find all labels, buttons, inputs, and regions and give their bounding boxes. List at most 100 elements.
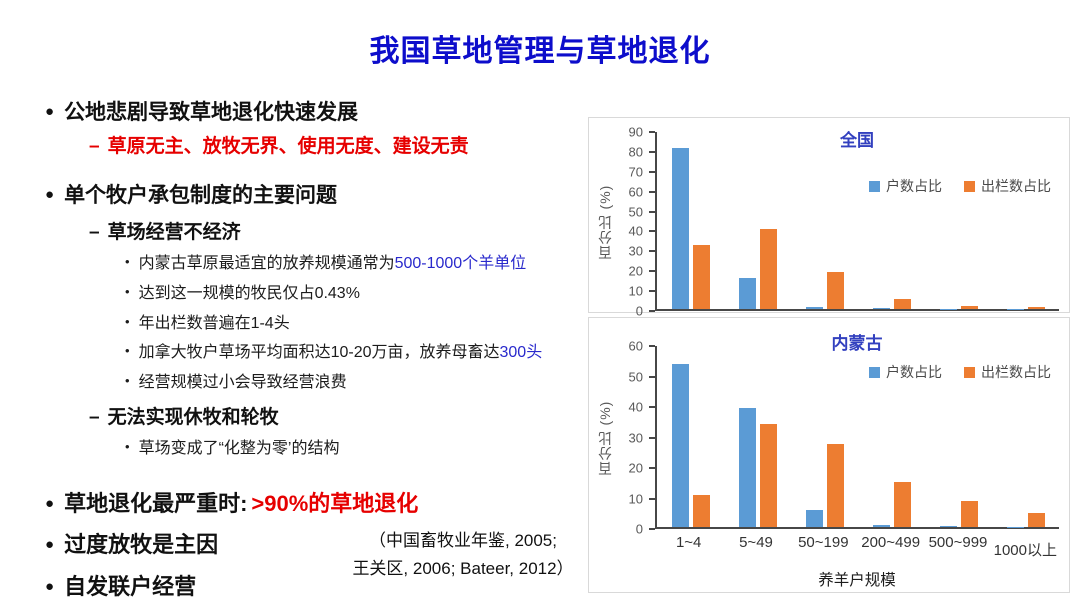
bullet-worst-degradation: ● 草地退化最严重时: >90%的草地退化	[45, 490, 593, 518]
bullet-dot-icon: ●	[45, 494, 55, 512]
bullet-dot-icon: ●	[45, 186, 55, 204]
bar-group-200~499	[858, 346, 925, 527]
bar-group-1~4	[657, 132, 724, 309]
bullet-text: 单个牧户承包制度的主要问题	[64, 184, 338, 208]
legend-label: 户数占比	[886, 364, 942, 380]
citation-line-1: （中国畜牧业年鉴, 2005;	[369, 531, 557, 550]
bullet-overgrazing: ● 过度放牧是主因	[45, 531, 593, 559]
dash-icon: –	[89, 136, 100, 158]
bar-出栏数占比-500~999	[960, 306, 978, 309]
y-tick-label: 0	[635, 521, 643, 537]
y-tick-label: 50	[628, 369, 643, 384]
y-tick-label: 20	[628, 263, 643, 279]
y-tick-mark	[649, 150, 655, 153]
detail-optimal-scale: • 内蒙古草原最适宜的放养规模通常为500-1000个羊单位	[125, 254, 593, 275]
legend-item: 户数占比	[869, 362, 942, 382]
bullet-household-contract-problems: ● 单个牧户承包制度的主要问题	[45, 183, 593, 209]
y-tick-mark	[649, 230, 655, 233]
bullet-tragedy-of-commons: ● 公地悲剧导致草地退化快速发展	[45, 100, 593, 126]
y-tick-label: 30	[628, 430, 643, 445]
y-tick-label: 80	[628, 144, 643, 160]
legend-swatch-icon	[869, 180, 880, 192]
y-tick-label: 60	[628, 184, 643, 200]
bar-出栏数占比-200~499	[893, 299, 911, 309]
sub-bullet-text: 草原无主、放牧无界、使用无度、建设无责	[107, 136, 469, 158]
detail-canada-comparison: • 加拿大牧户草场平均面积达10-20万亩，放养母畜达300头	[125, 343, 593, 364]
bar-group-5~49	[724, 346, 791, 527]
bar-户数占比-500~999	[939, 526, 957, 527]
y-tick-mark	[649, 290, 655, 293]
bar-group-1000以上	[992, 346, 1059, 527]
left-content: ● 公地悲剧导致草地退化快速发展 – 草原无主、放牧无界、使用无度、建设无责 ● 单个…	[45, 100, 593, 600]
x-tick-label: 1~4	[675, 534, 702, 551]
bar-group-500~999	[925, 132, 992, 309]
page-title: 我国草地管理与草地退化	[369, 35, 711, 68]
y-tick-label: 50	[628, 204, 643, 220]
detail-text: 草场变成了“化整为零’的结构	[138, 439, 340, 457]
y-tick-label: 20	[628, 460, 643, 476]
legend-item: 出栏数占比	[964, 176, 1051, 196]
y-tick-label: 0	[635, 303, 643, 319]
bar-出栏数占比-50~199	[826, 271, 844, 309]
small-bullet-icon: •	[125, 283, 130, 299]
bar-户数占比-5~49	[738, 277, 756, 309]
chart-area: 百分比 (%) 0 10 20 30 40 50 60 70 80 90 户数占比 出栏数占比	[589, 125, 1069, 319]
bar-出栏数占比-50~199	[826, 444, 844, 527]
legend-swatch-icon	[964, 180, 975, 192]
small-bullet-icon: •	[125, 313, 130, 329]
bullet-text: 草地退化最严重时:	[64, 490, 248, 516]
small-bullet-icon: •	[125, 254, 130, 270]
detail-text: 经营规模过小会导致经营浪费	[138, 374, 347, 392]
detail-annual-output: • 年出栏数普遍在1-4头	[125, 314, 593, 335]
bar-group-200~499	[858, 132, 925, 309]
detail-text: 内蒙古草原最适宜的放养规模通常为	[138, 255, 395, 273]
y-tick-mark	[649, 436, 655, 439]
detail-text: 年出栏数普遍在1-4头	[138, 314, 290, 332]
dash-icon: –	[89, 222, 100, 244]
bar-户数占比-1~4	[671, 147, 689, 309]
y-tick-mark	[649, 270, 655, 273]
y-tick-label: 90	[628, 124, 643, 140]
legend-swatch-icon	[869, 366, 880, 378]
chart-title: 全国	[840, 131, 874, 150]
sub-bullet-no-rotation: – 无法实现休牧和轮牧	[89, 407, 593, 430]
x-tick-label: 1000以上	[993, 542, 1057, 559]
y-tick-label: 40	[628, 223, 643, 239]
chart-inner-mongolia: 内蒙古 百分比 (%) 0 10 20 30 40 50 60 户数占比 出栏数占比 1~4 5…	[588, 317, 1070, 593]
x-tick-label: 50~199	[798, 534, 849, 551]
bar-出栏数占比-5~49	[759, 229, 777, 309]
bar-户数占比-5~49	[738, 407, 756, 527]
bullet-spontaneous-cooperation: ● 自发联户经营	[45, 573, 593, 601]
bar-出栏数占比-1000以上	[1027, 512, 1045, 527]
x-tick-label: 5~49	[739, 534, 773, 551]
bar-户数占比-50~199	[805, 307, 823, 309]
detail-text: 加拿大牧户草场平均面积达10-20万亩，放养母畜达	[138, 344, 500, 362]
chart-title: 内蒙古	[831, 334, 883, 353]
y-tick-mark	[649, 406, 655, 408]
legend-label: 户数占比	[886, 178, 942, 194]
bar-group-50~199	[791, 132, 858, 309]
legend-swatch-icon	[964, 366, 975, 378]
bullet-dot-icon: ●	[45, 577, 55, 595]
citation: （中国畜牧业年鉴, 2005; 王关区, 2006; Bateer, 2012）	[328, 527, 598, 583]
y-tick-mark	[649, 131, 655, 133]
bullet-dot-icon: ●	[45, 103, 55, 120]
y-tick-label: 60	[628, 338, 643, 354]
legend-item: 出栏数占比	[964, 362, 1051, 382]
highlight-blue-text: 500-1000个羊单位	[394, 255, 527, 273]
y-tick-label: 30	[628, 243, 643, 259]
bar-出栏数占比-1~4	[692, 245, 710, 309]
plot-area: 户数占比 出栏数占比	[655, 346, 1059, 529]
highlight-blue-text: 300头	[499, 344, 543, 362]
chart-national: 全国 百分比 (%) 0 10 20 30 40 50 60 70 80 90 户数占比 出栏数占比	[588, 117, 1070, 319]
legend: 户数占比 出栏数占比	[869, 362, 1051, 382]
bar-户数占比-1~4	[671, 364, 689, 527]
dash-icon: –	[89, 407, 100, 429]
bar-group-500~999	[925, 346, 992, 527]
y-axis-ticks: 0 10 20 30 40 50 60	[589, 339, 655, 537]
y-tick-label: 10	[628, 283, 643, 299]
y-tick-mark	[649, 497, 655, 500]
x-tick-label: 200~499	[861, 534, 921, 551]
bar-group-1~4	[657, 346, 724, 527]
bar-出栏数占比-1~4	[692, 495, 710, 527]
